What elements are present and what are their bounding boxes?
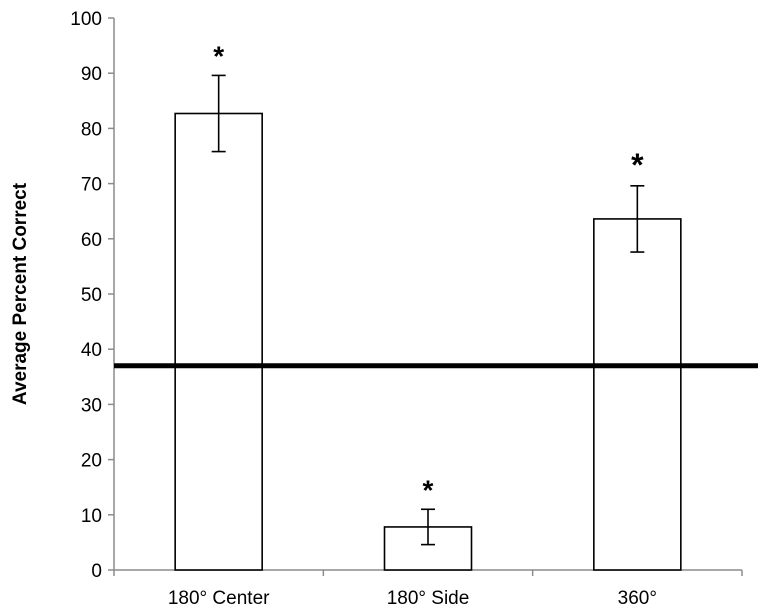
y-axis: 0 10 20 30 40 50 60 70 80 90 100 bbox=[70, 9, 115, 582]
bar-2 bbox=[593, 218, 682, 571]
y-tick-label-30: 30 bbox=[81, 395, 102, 416]
significance-marker-2: * bbox=[631, 147, 644, 183]
x-ticks: 180° Center 180° Side 360° bbox=[113, 570, 743, 609]
y-tick-label-90: 90 bbox=[81, 64, 102, 85]
y-tick-label-80: 80 bbox=[81, 119, 102, 140]
bar-0 bbox=[174, 112, 263, 571]
bars: * * * bbox=[174, 40, 682, 571]
y-tick-label-0: 0 bbox=[91, 561, 102, 582]
category-label-2: 360° bbox=[618, 588, 657, 609]
category-label-0: 180° Center bbox=[168, 588, 270, 609]
y-tick-label-50: 50 bbox=[81, 285, 102, 306]
y-tick-label-70: 70 bbox=[81, 175, 102, 196]
y-ticks: 0 10 20 30 40 50 60 70 80 90 100 bbox=[70, 9, 114, 582]
y-axis-title: Average Percent Correct bbox=[10, 182, 31, 405]
y-tick-label-10: 10 bbox=[81, 506, 102, 527]
y-tick-label-40: 40 bbox=[81, 340, 102, 361]
y-tick-label-20: 20 bbox=[81, 451, 102, 472]
y-tick-label-60: 60 bbox=[81, 230, 102, 251]
category-label-1: 180° Side bbox=[387, 588, 470, 609]
significance-marker-1: * bbox=[423, 474, 434, 505]
x-axis: 180° Center 180° Side 360° bbox=[113, 569, 743, 609]
significance-marker-0: * bbox=[213, 40, 224, 71]
y-tick-label-100: 100 bbox=[70, 9, 102, 30]
